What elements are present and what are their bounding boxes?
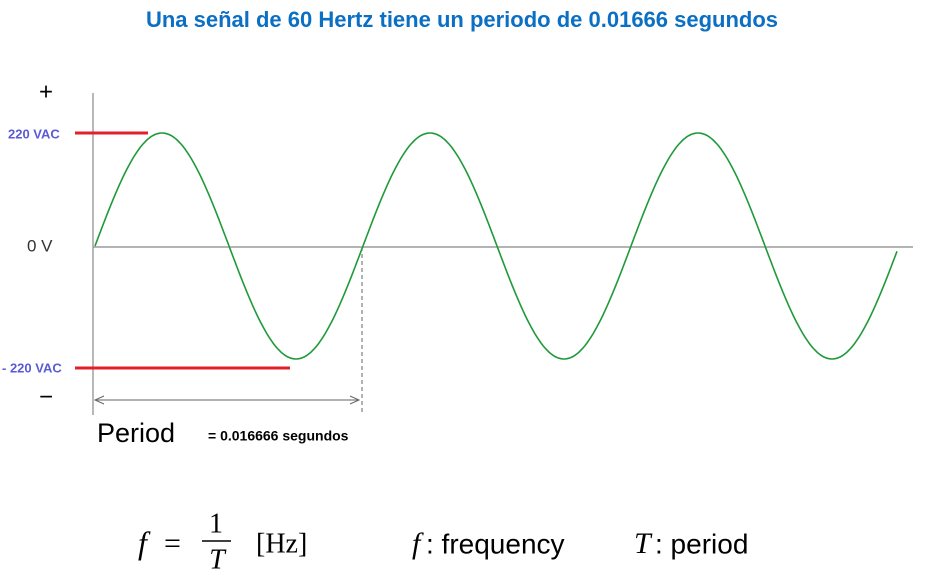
formula-numerator: 1 — [209, 508, 223, 539]
formula-equals: = — [164, 527, 181, 560]
formula-unit: [Hz] — [256, 528, 307, 559]
title: Una señal de 60 Hertz tiene un periodo d… — [146, 7, 778, 32]
arrow-heads — [93, 395, 361, 405]
plus-sign: + — [39, 78, 53, 105]
zero-label: 0 V — [27, 236, 53, 255]
positive-peak-label: 220 VAC — [8, 126, 60, 141]
formula-denominator: T — [209, 544, 227, 575]
period-value: = 0.016666 segundos — [208, 428, 349, 444]
negative-peak-label: - 220 VAC — [2, 360, 62, 375]
legend-text: : frequency — [426, 528, 565, 559]
sine-wave — [94, 132, 898, 360]
legend-text: : period — [655, 528, 748, 559]
period-label: Period — [97, 418, 175, 448]
minus-sign: − — [39, 383, 53, 410]
legend-symbol: T — [634, 527, 653, 560]
legend-symbol: f — [412, 527, 424, 560]
formula-lhs: f — [138, 524, 151, 560]
